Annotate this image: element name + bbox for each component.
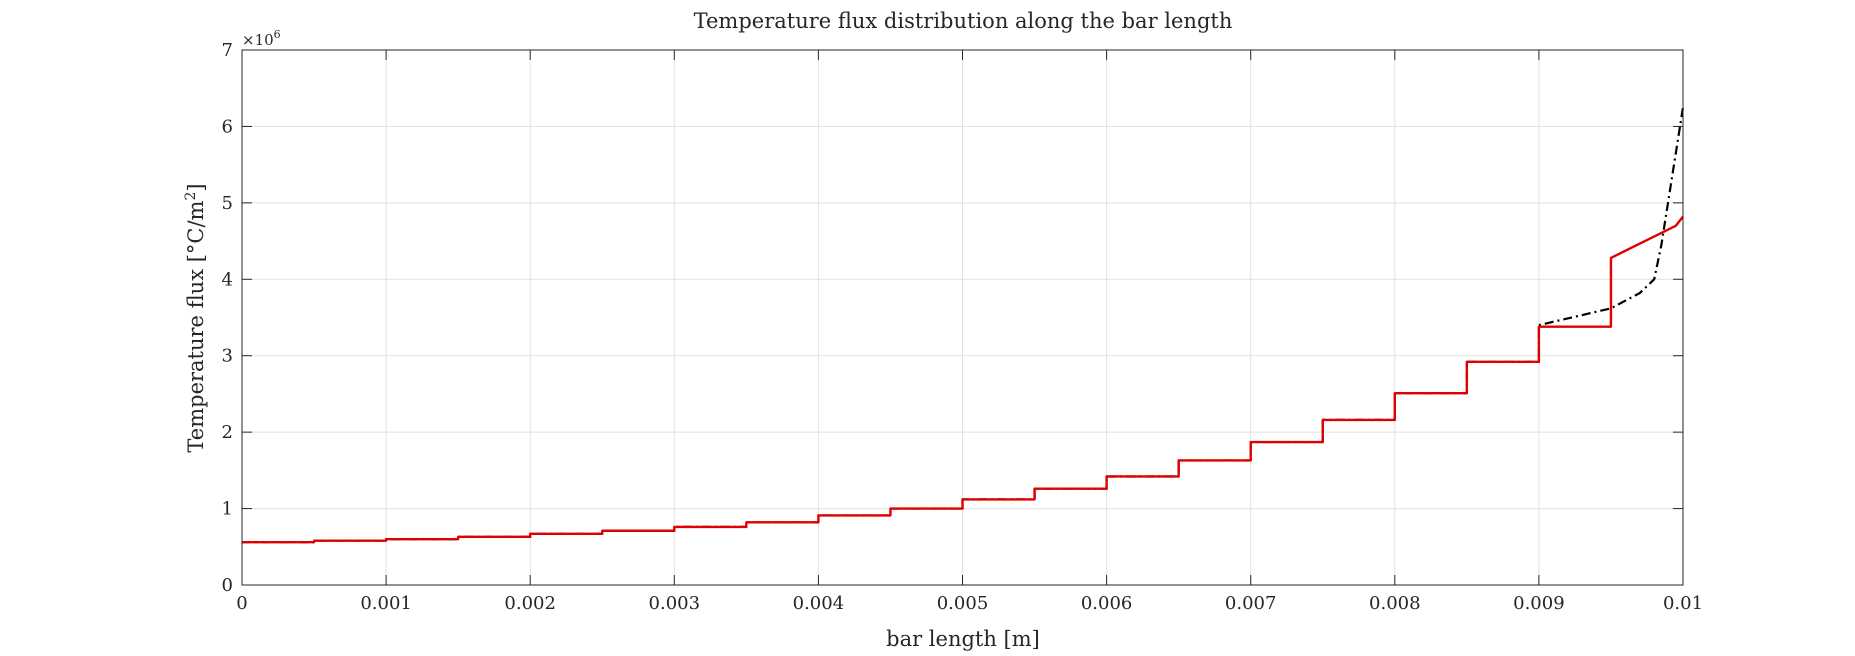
x-tick-label: 0.003 [649, 593, 701, 614]
x-tick-label: 0.002 [504, 593, 556, 614]
series-line-2 [242, 215, 1684, 544]
y-exponent-power: 6 [274, 28, 281, 41]
y-exponent-label: ×106 [242, 28, 281, 49]
y-tick-label: 2 [222, 422, 233, 443]
x-tick-label: 0.004 [793, 593, 845, 614]
x-tick-label: 0.009 [1513, 593, 1565, 614]
y-axis-label-suffix: ] [184, 183, 208, 191]
x-tick-label: 0.005 [937, 593, 989, 614]
y-tick-label: 0 [222, 575, 233, 596]
y-axis-label: Temperature flux [°C/m2] [183, 183, 208, 452]
x-tick-label: 0.001 [360, 593, 412, 614]
x-tick-label: 0 [236, 593, 247, 614]
y-tick-label: 1 [222, 499, 233, 520]
axis-ticks [241, 49, 1684, 586]
x-tick-labels: 0 0.001 0.002 0.003 0.004 0.005 0.006 0.007 0.00… [236, 593, 1703, 614]
y-exponent-base: ×10 [242, 31, 274, 49]
series-lines [242, 107, 1685, 544]
y-tick-label: 6 [222, 116, 233, 137]
y-axis-label-main: Temperature flux [°C/m [184, 200, 208, 452]
y-tick-label: 3 [222, 346, 233, 367]
y-tick-label: 7 [222, 40, 233, 61]
x-tick-label: 0.008 [1369, 593, 1421, 614]
y-tick-labels: 0 1 2 3 4 5 6 7 [222, 40, 233, 596]
y-tick-label: 5 [222, 193, 233, 214]
y-axis-label-superscript: 2 [183, 192, 199, 201]
chart-title: Temperature flux distribution along the … [694, 9, 1233, 33]
x-tick-label: 0.01 [1663, 593, 1703, 614]
x-axis-label: bar length [m] [886, 627, 1040, 651]
y-tick-label: 4 [222, 269, 233, 290]
x-tick-label: 0.006 [1081, 593, 1133, 614]
x-tick-label: 0.007 [1225, 593, 1277, 614]
